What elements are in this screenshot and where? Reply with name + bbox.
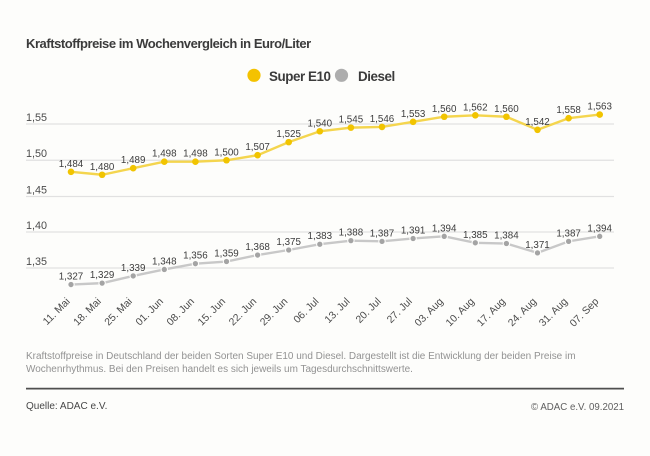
- svg-text:1,546: 1,546: [370, 114, 395, 125]
- svg-text:Diesel: Diesel: [358, 69, 395, 84]
- svg-text:1,563: 1,563: [587, 102, 612, 113]
- svg-text:1,507: 1,507: [245, 142, 270, 153]
- svg-text:1,387: 1,387: [370, 228, 395, 239]
- svg-text:Kraftstoffpreise im Wochenverg: Kraftstoffpreise im Wochenvergleich in E…: [26, 36, 311, 51]
- svg-text:1,542: 1,542: [525, 117, 550, 128]
- svg-text:Super E10: Super E10: [269, 69, 330, 84]
- svg-text:1,394: 1,394: [432, 223, 457, 234]
- svg-text:1,525: 1,525: [276, 129, 301, 140]
- svg-text:1,558: 1,558: [556, 105, 581, 116]
- svg-text:1,498: 1,498: [152, 149, 177, 160]
- svg-text:1,545: 1,545: [339, 115, 364, 126]
- svg-text:1,394: 1,394: [587, 223, 612, 234]
- svg-text:1,40: 1,40: [26, 220, 47, 232]
- svg-text:1,489: 1,489: [121, 155, 146, 166]
- svg-text:1,55: 1,55: [26, 112, 47, 124]
- svg-text:1,388: 1,388: [339, 228, 364, 239]
- svg-text:1,35: 1,35: [26, 256, 47, 268]
- svg-text:1,540: 1,540: [308, 118, 333, 129]
- svg-text:Wochenrhythmus. Bei den Preise: Wochenrhythmus. Bei den Preisen handelt …: [26, 364, 413, 375]
- svg-text:1,384: 1,384: [494, 231, 519, 242]
- svg-text:1,50: 1,50: [26, 148, 47, 160]
- svg-text:1,391: 1,391: [401, 225, 426, 236]
- svg-text:1,368: 1,368: [245, 242, 270, 253]
- svg-text:1,387: 1,387: [556, 228, 581, 239]
- svg-text:1,359: 1,359: [214, 249, 239, 260]
- svg-text:© ADAC e.V. 09.2021: © ADAC e.V. 09.2021: [531, 402, 624, 413]
- svg-text:1,498: 1,498: [183, 149, 208, 160]
- svg-text:1,339: 1,339: [121, 263, 146, 274]
- svg-text:1,500: 1,500: [214, 147, 239, 158]
- svg-text:Kraftstoffpreise in Deutschlan: Kraftstoffpreise in Deutschland der beid…: [26, 351, 576, 362]
- svg-text:1,484: 1,484: [59, 159, 84, 170]
- svg-text:1,375: 1,375: [276, 237, 301, 248]
- svg-text:1,45: 1,45: [26, 184, 47, 196]
- svg-text:1,356: 1,356: [183, 251, 208, 262]
- svg-text:1,553: 1,553: [401, 109, 426, 120]
- svg-text:1,329: 1,329: [90, 270, 115, 281]
- svg-text:1,385: 1,385: [463, 230, 488, 241]
- svg-text:1,480: 1,480: [90, 162, 115, 173]
- svg-text:1,371: 1,371: [525, 240, 550, 251]
- svg-text:Quelle: ADAC e.V.: Quelle: ADAC e.V.: [26, 401, 107, 412]
- svg-text:1,348: 1,348: [152, 256, 177, 267]
- svg-text:1,560: 1,560: [432, 104, 457, 115]
- svg-text:1,562: 1,562: [463, 102, 488, 113]
- svg-text:1,560: 1,560: [494, 104, 519, 115]
- svg-text:1,327: 1,327: [59, 272, 84, 283]
- svg-text:1,383: 1,383: [308, 231, 333, 242]
